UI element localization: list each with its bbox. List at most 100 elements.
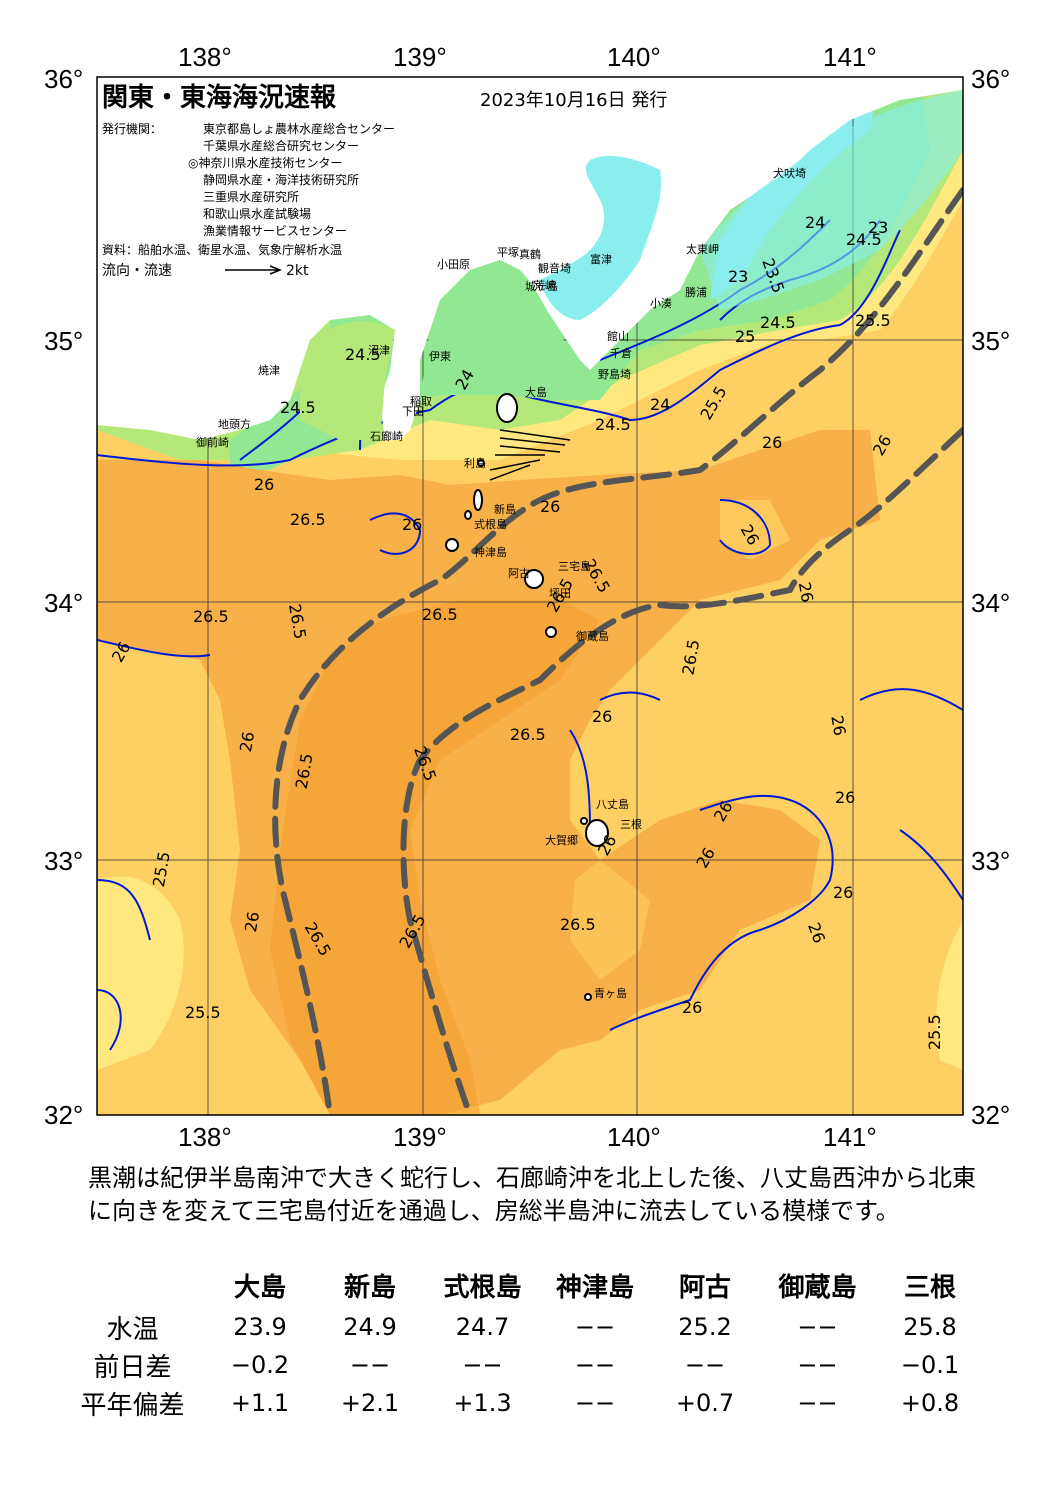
lon-label-top: 141° bbox=[823, 42, 877, 72]
svg-text:26.5: 26.5 bbox=[290, 510, 326, 529]
svg-text:25.5: 25.5 bbox=[185, 1003, 221, 1022]
kozushima-island bbox=[445, 538, 459, 552]
temp-zone-25-5-west bbox=[97, 876, 184, 1070]
aogashima-island bbox=[584, 993, 592, 1001]
svg-text:大賀郷: 大賀郷 bbox=[545, 833, 578, 847]
oshima-island bbox=[496, 393, 518, 423]
isotherms bbox=[97, 219, 963, 1051]
temp-zone-25-5-east bbox=[936, 920, 963, 1070]
svg-text:勝浦: 勝浦 bbox=[685, 285, 707, 299]
table-cell: −0.1 bbox=[900, 1351, 960, 1379]
svg-text:三根: 三根 bbox=[620, 817, 642, 831]
issuer-6: 漁業情報サービスセンター bbox=[203, 224, 347, 238]
svg-text:神津島: 神津島 bbox=[474, 545, 507, 559]
svg-text:御蔵島: 御蔵島 bbox=[576, 629, 609, 643]
svg-text:下田: 下田 bbox=[402, 405, 424, 418]
niijima-island bbox=[473, 489, 483, 511]
place-names: 犬吠埼 太東岬 勝浦 小湊 野島埼 館山 千倉 富津 観音埼 城ヶ島 荒崎 平塚… bbox=[196, 166, 806, 1000]
current-vectors bbox=[489, 429, 571, 481]
svg-text:23: 23 bbox=[728, 267, 748, 286]
table-cell: −− bbox=[574, 1351, 616, 1379]
tokyo-bay bbox=[540, 155, 661, 320]
lat-label-left: 32° bbox=[44, 1100, 83, 1130]
column-header: 御蔵島 bbox=[778, 1272, 857, 1303]
issuer-5: 和歌山県水産試験場 bbox=[203, 206, 311, 221]
lat-label-right: 33° bbox=[971, 846, 1010, 876]
issue-date: 2023年10月16日 発行 bbox=[480, 90, 667, 111]
svg-text:26: 26 bbox=[827, 714, 849, 737]
svg-text:犬吠埼: 犬吠埼 bbox=[773, 166, 806, 180]
svg-text:新島: 新島 bbox=[494, 502, 516, 516]
islands bbox=[445, 393, 609, 1001]
issuer-label: 発行機関： bbox=[102, 121, 162, 136]
column-header: 三根 bbox=[903, 1272, 956, 1303]
svg-text:26: 26 bbox=[254, 475, 274, 494]
hachijojima-island bbox=[585, 819, 609, 847]
svg-text:利島: 利島 bbox=[464, 456, 486, 470]
svg-text:野島埼: 野島埼 bbox=[598, 367, 631, 381]
svg-text:26: 26 bbox=[402, 515, 422, 534]
map-frame bbox=[96, 76, 964, 1116]
svg-text:城ヶ島: 城ヶ島 bbox=[525, 279, 558, 293]
svg-text:26: 26 bbox=[835, 788, 855, 807]
issuer-0: 東京都島しょ農林水産総合センター bbox=[203, 121, 395, 136]
lat-label-left: 33° bbox=[44, 846, 83, 876]
sagami-bay bbox=[420, 270, 570, 400]
sea-temperature-map: 23 23.5 24 24.5 23 24 24.5 24.5 24 24.5 … bbox=[44, 42, 1010, 1152]
table-cell: +1.1 bbox=[230, 1389, 290, 1417]
svg-text:坪田: 坪田 bbox=[549, 587, 571, 600]
svg-text:富津: 富津 bbox=[590, 252, 612, 266]
table-cell: −− bbox=[797, 1389, 838, 1417]
lon-label-top: 138° bbox=[178, 42, 232, 72]
svg-text:館山: 館山 bbox=[607, 329, 629, 343]
table-row: 水温 23.9 24.9 24.7 −− 25.2 −− 25.8 bbox=[60, 1308, 985, 1346]
svg-text:26: 26 bbox=[592, 707, 612, 726]
lon-label-top: 140° bbox=[607, 42, 661, 72]
temp-patch bbox=[570, 860, 650, 980]
lon-label-bottom: 139° bbox=[393, 1122, 447, 1152]
table-cell: 24.7 bbox=[455, 1313, 510, 1341]
svg-text:26.5: 26.5 bbox=[510, 725, 546, 744]
map-title: 関東・東海海況速報 bbox=[102, 83, 337, 113]
table-cell: −− bbox=[797, 1313, 838, 1341]
svg-text:24: 24 bbox=[805, 213, 825, 232]
column-header: 新島 bbox=[343, 1272, 396, 1303]
svg-text:23: 23 bbox=[868, 218, 888, 237]
table-cell: −0.2 bbox=[230, 1351, 290, 1379]
svg-text:26.5: 26.5 bbox=[560, 915, 596, 934]
svg-text:小湊: 小湊 bbox=[650, 296, 672, 310]
issuer-2: ◎神奈川県水産技術センター bbox=[188, 155, 342, 170]
svg-text:24: 24 bbox=[650, 395, 670, 414]
svg-text:焼津: 焼津 bbox=[258, 364, 280, 377]
lat-label-right: 34° bbox=[971, 588, 1010, 618]
table-row: 平年偏差 +1.1 +2.1 +1.3 −− +0.7 −− +0.8 bbox=[60, 1384, 985, 1422]
row-header: 前日差 bbox=[93, 1352, 172, 1383]
table-cell: −− bbox=[684, 1351, 726, 1379]
table-cell: −− bbox=[574, 1389, 616, 1417]
svg-text:26.5: 26.5 bbox=[422, 605, 458, 624]
svg-text:26: 26 bbox=[795, 581, 817, 604]
svg-text:観音埼: 観音埼 bbox=[538, 261, 571, 275]
table-cell: 24.9 bbox=[343, 1313, 397, 1341]
table-row: 前日差 −0.2 −− −− −− −− −− −0.1 bbox=[60, 1346, 985, 1384]
row-header: 水温 bbox=[106, 1314, 159, 1345]
svg-text:太東岬: 太東岬 bbox=[686, 243, 719, 256]
svg-text:26: 26 bbox=[762, 433, 782, 452]
svg-text:26: 26 bbox=[682, 998, 702, 1017]
column-header: 式根島 bbox=[443, 1272, 522, 1303]
svg-text:八丈島: 八丈島 bbox=[596, 797, 629, 811]
svg-text:24.5: 24.5 bbox=[595, 415, 631, 434]
lon-label-bottom: 141° bbox=[823, 1122, 877, 1152]
svg-text:25.5: 25.5 bbox=[925, 1014, 944, 1050]
table-header-row: 大島 新島 式根島 神津島 阿古 御蔵島 三根 bbox=[60, 1262, 985, 1308]
svg-text:26: 26 bbox=[833, 883, 853, 902]
table-cell: 25.2 bbox=[678, 1313, 732, 1341]
column-header: 阿古 bbox=[678, 1272, 731, 1303]
table-cell: −− bbox=[462, 1351, 503, 1379]
lat-label-right: 36° bbox=[971, 64, 1010, 94]
table-cell: +1.3 bbox=[453, 1389, 512, 1417]
svg-text:小田原: 小田原 bbox=[437, 258, 470, 271]
table-cell: +2.1 bbox=[340, 1389, 400, 1417]
svg-text:平塚: 平塚 bbox=[497, 246, 519, 259]
svg-text:三宅島: 三宅島 bbox=[558, 559, 591, 573]
